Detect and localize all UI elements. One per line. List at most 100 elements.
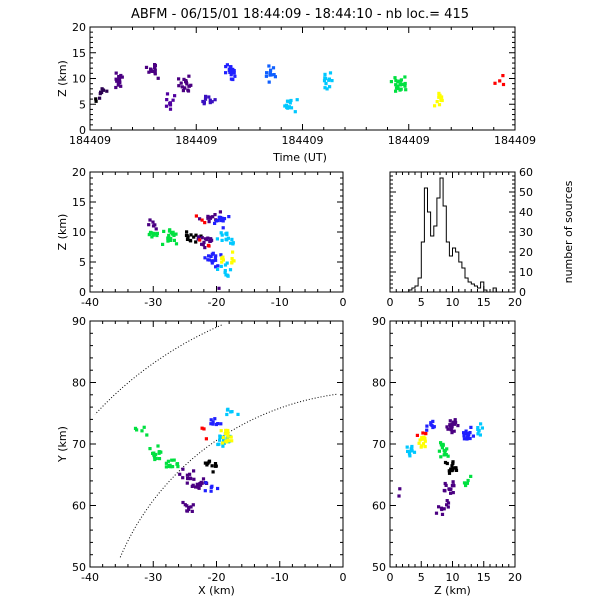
plan-view-point — [190, 509, 194, 513]
time-height-point — [437, 103, 442, 107]
z-y-point — [451, 491, 455, 495]
z-y-point — [447, 469, 451, 473]
z-y-point — [468, 431, 472, 435]
x-height-point — [224, 273, 228, 277]
plan-view-point — [209, 418, 213, 422]
plan-view-point — [202, 427, 206, 431]
time-height-point — [203, 97, 208, 101]
time-height-point — [284, 103, 288, 107]
histogram-y-ticklabel: 0 — [519, 286, 526, 299]
time-height-point — [231, 77, 235, 82]
histogram-x-ticklabel: 0 — [387, 296, 394, 309]
time-height-point — [173, 94, 177, 98]
time-height-point — [149, 67, 153, 71]
plan-view-point — [219, 422, 223, 426]
plan-view-x-ticklabel: -20 — [208, 571, 226, 584]
time-height-point — [94, 97, 98, 101]
time-height-point — [227, 67, 231, 72]
plan-view-point — [154, 452, 158, 457]
plan-view-point — [175, 462, 179, 466]
time-height-point — [153, 71, 157, 75]
plan-view-point — [187, 505, 191, 510]
z-y-x-ticklabel: 0 — [387, 571, 394, 584]
z-y-point — [452, 420, 456, 424]
time-height-point — [232, 69, 236, 73]
x-height-point — [214, 219, 218, 223]
z-y-point — [465, 481, 469, 485]
time-height-point — [264, 74, 268, 78]
x-height-point — [185, 234, 189, 238]
time-height-point — [228, 65, 233, 69]
time-height-point — [224, 65, 228, 69]
z-y-xlabel: Z (km) — [434, 584, 471, 597]
z-y-point — [463, 432, 467, 436]
z-y-y-ticklabel: 50 — [372, 561, 386, 574]
z-y-point — [464, 429, 468, 433]
z-y-point — [476, 432, 480, 436]
x-height-y-ticklabel: 15 — [72, 196, 86, 209]
x-height-point — [219, 253, 223, 257]
plan-view-point — [194, 485, 198, 489]
z-y-point — [442, 488, 446, 493]
x-height-y-ticklabel: 10 — [72, 226, 86, 239]
x-height-point — [174, 232, 178, 236]
time-height-point — [403, 81, 407, 86]
time-height-point — [394, 89, 398, 93]
z-y-point — [468, 436, 472, 441]
plan-view-point — [195, 482, 199, 486]
x-height-point — [200, 242, 204, 246]
plan-view-point — [225, 412, 229, 417]
z-y-point — [397, 494, 401, 498]
x-height-point — [172, 238, 176, 242]
z-y-point — [451, 461, 455, 466]
x-height-point — [203, 256, 207, 260]
plan-view-point — [226, 438, 230, 442]
x-height-point — [225, 233, 229, 237]
plan-view-point — [216, 422, 220, 426]
z-y-point — [425, 428, 429, 432]
x-height-point — [225, 261, 229, 265]
plan-view-point — [219, 429, 223, 433]
z-y-point — [448, 487, 452, 491]
x-height-x-ticklabel: -10 — [271, 296, 289, 309]
x-height-point — [153, 223, 157, 227]
plan-view-point — [140, 429, 144, 433]
histogram-steps — [390, 177, 515, 293]
time-height-point — [99, 90, 103, 94]
histogram-y-ticklabel: 40 — [519, 206, 533, 219]
time-height-point — [153, 68, 157, 72]
time-height-point — [210, 100, 214, 104]
z-y-point — [462, 481, 467, 485]
z-y-point — [448, 419, 452, 423]
x-height-point — [155, 231, 159, 235]
plan-view-point — [181, 500, 185, 505]
x-height-point — [204, 237, 208, 241]
x-height-point — [171, 230, 175, 234]
time-height-y-ticklabel: 20 — [72, 21, 86, 34]
time-height-ylabel: Z (km) — [56, 60, 69, 97]
x-height-point — [231, 250, 235, 254]
x-height-point — [198, 238, 202, 242]
z-y-point — [424, 432, 428, 436]
time-height-point — [287, 105, 291, 109]
x-height-point — [222, 217, 227, 221]
time-height-point — [177, 77, 181, 81]
time-height-point — [202, 102, 206, 106]
time-height-point — [293, 110, 297, 114]
z-y-point — [417, 441, 421, 445]
z-y-point — [420, 444, 424, 448]
x-height-point — [203, 221, 207, 225]
x-height-point — [150, 235, 154, 239]
z-y-point — [446, 427, 450, 431]
x-height-point — [218, 210, 222, 214]
plan-view-y-ticklabel: 60 — [72, 500, 86, 513]
z-y-point — [446, 501, 451, 505]
histogram-y-ticklabel: 10 — [519, 266, 533, 279]
histogram-x-ticklabel: 15 — [477, 296, 491, 309]
x-height-point — [221, 226, 225, 230]
x-height-point — [230, 237, 234, 241]
plan-view-point — [210, 464, 214, 468]
plan-view-point — [201, 477, 206, 481]
z-y-x-ticklabel: 20 — [508, 571, 522, 584]
time-height-point — [98, 96, 102, 100]
